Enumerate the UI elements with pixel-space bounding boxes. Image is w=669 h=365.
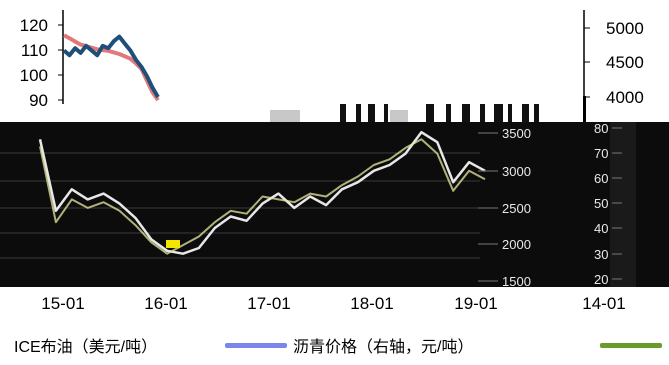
x-tick-label: 14-01	[582, 294, 625, 313]
x-axis: 15-01 16-01 17-01 18-01 19-01 14-01	[41, 294, 625, 313]
lower-series-group	[38, 130, 486, 255]
legend-item-third	[600, 330, 662, 360]
glitch-bar	[462, 104, 470, 122]
glitch-bar	[494, 104, 503, 122]
band-right-axis: 3500 3000 2500 2000 1500 80 70 60 50 40 30 20	[478, 121, 622, 289]
glitch-bar	[508, 104, 512, 122]
legend: ICE布油（美元/吨） 沥青价格（右轴，元/吨）	[0, 330, 669, 360]
dark-band-right-strip	[636, 122, 669, 287]
glitch-bar	[340, 104, 346, 122]
band-tick-label-2: 20	[594, 272, 608, 287]
band-tick-label-2: 30	[594, 247, 608, 262]
glitch-axis-stub	[583, 96, 586, 122]
band-gridlines	[0, 152, 480, 259]
x-tick-label: 17-01	[247, 294, 290, 313]
band-tick-label-2: 50	[594, 196, 608, 211]
glitch-bar	[446, 104, 451, 122]
left-tick-label: 90	[29, 91, 48, 110]
glitch-bar	[534, 104, 539, 122]
right-tick-label: 4000	[606, 88, 644, 107]
glitch-bar	[368, 104, 375, 122]
glitch-bar	[480, 104, 485, 122]
dark-band	[0, 122, 669, 287]
highlight-mark	[166, 240, 180, 248]
legend-item-ice: ICE布油（美元/吨）	[14, 330, 157, 360]
band-tick-label-2: 70	[594, 146, 608, 161]
right-tick-label: 5000	[606, 19, 644, 38]
legend-swatch-third	[600, 342, 662, 348]
legend-label-ice: ICE布油（美元/吨）	[14, 339, 158, 356]
lower-line-2	[39, 138, 486, 255]
upper-left-axis: 120 110 100 90	[20, 16, 63, 110]
x-tick-label: 16-01	[144, 294, 187, 313]
x-tick-label: 19-01	[454, 294, 497, 313]
glitch-block	[390, 110, 408, 122]
glitch-bar	[522, 104, 529, 122]
glitch-block	[270, 110, 300, 122]
legend-swatch-asphalt	[225, 342, 287, 348]
left-tick-label: 100	[20, 66, 48, 85]
band-glitch-bars	[270, 96, 636, 287]
band-tick-label-2: 40	[594, 221, 608, 236]
left-tick-label: 120	[20, 16, 48, 35]
band-tick-label-1: 1500	[502, 274, 531, 289]
right-tick-label: 4500	[606, 53, 644, 72]
x-tick-label: 15-01	[41, 294, 84, 313]
upper-right-axis: 5000 4500 4000	[584, 19, 644, 107]
band-tick-label-1: 3000	[502, 164, 531, 179]
lower-line-1	[38, 130, 486, 255]
glitch-right-block	[610, 122, 636, 287]
legend-label-asphalt: 沥青价格（右轴，元/吨）	[293, 339, 474, 356]
band-tick-label-1: 2000	[502, 237, 531, 252]
left-tick-label: 110	[21, 41, 48, 60]
glitch-bar	[356, 104, 361, 122]
upper-series-group	[62, 33, 160, 102]
band-tick-label-1: 2500	[502, 201, 531, 216]
series-ice-line	[62, 34, 160, 99]
glitch-bar	[384, 104, 388, 122]
legend-item-asphalt: 沥青价格（右轴，元/吨）	[225, 330, 473, 360]
band-tick-label-1: 3500	[502, 126, 531, 141]
glitch-bar	[426, 104, 434, 122]
band-tick-label-2: 60	[594, 171, 608, 186]
band-tick-label-2: 80	[594, 121, 608, 136]
x-tick-label: 18-01	[350, 294, 393, 313]
